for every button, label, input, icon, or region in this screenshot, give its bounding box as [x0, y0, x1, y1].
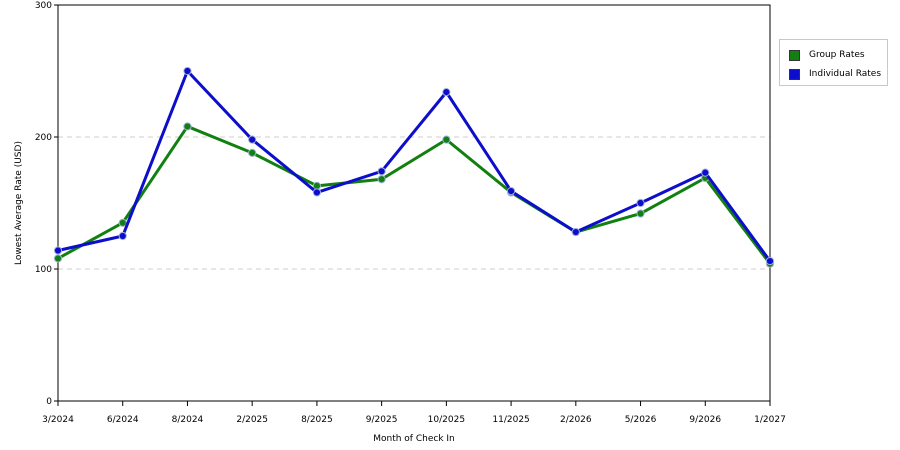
legend-swatch-individual-rates: [789, 68, 800, 80]
data-point-individual-rates-0[interactable]: [53, 246, 63, 255]
series-line-individual-rates: [57, 69, 772, 262]
data-point-group-rates-1[interactable]: [118, 218, 127, 227]
y-axis-title: Lowest Average Rate (USD): [14, 141, 24, 265]
plot-area-frame: [57, 4, 771, 402]
data-point-individual-rates-8[interactable]: [571, 227, 580, 237]
y-tick-label-100: 100: [35, 265, 52, 275]
data-point-group-rates-0[interactable]: [53, 254, 63, 263]
data-point-individual-rates-6[interactable]: [442, 88, 451, 97]
data-point-individual-rates-10[interactable]: [701, 168, 710, 177]
x-tick-label-8: 2/2026: [560, 415, 592, 425]
data-point-individual-rates-3[interactable]: [248, 135, 257, 144]
x-tick-label-3: 2/2025: [236, 415, 268, 425]
grid-lines: [58, 136, 770, 270]
data-point-individual-rates-7[interactable]: [506, 187, 516, 196]
x-tick-label-9: 5/2026: [625, 415, 657, 425]
x-tick-label-11: 1/2027: [754, 415, 786, 425]
series-line-group-rates: [57, 124, 772, 265]
series-group: [53, 66, 775, 268]
data-point-group-rates-2[interactable]: [183, 122, 192, 131]
data-point-group-rates-5[interactable]: [377, 175, 386, 184]
data-point-individual-rates-2[interactable]: [183, 66, 192, 76]
data-point-group-rates-6[interactable]: [442, 135, 451, 144]
x-axis-title: Month of Check In: [373, 434, 455, 444]
y-axis: 0 100 200 300: [35, 1, 58, 407]
x-tick-label-10: 9/2026: [689, 415, 721, 425]
x-axis: 3/2024 6/2024 8/2024 2/2025 8/2025 9/2025 10/2…: [42, 401, 786, 425]
x-tick-label-4: 8/2025: [301, 415, 333, 425]
legend-item-individual-rates: Individual Rates: [789, 67, 881, 81]
x-tick-label-7: 11/2025: [492, 415, 529, 425]
x-tick-label-2: 8/2024: [172, 415, 204, 425]
y-tick-label-200: 200: [35, 133, 52, 143]
data-point-individual-rates-4[interactable]: [312, 188, 322, 197]
legend: Group Rates Individual Rates: [779, 39, 888, 86]
x-tick-label-6: 10/2025: [428, 415, 465, 425]
y-tick-label-300: 300: [35, 1, 52, 11]
legend-swatch-group-rates: [789, 49, 800, 61]
data-point-group-rates-3[interactable]: [248, 148, 257, 157]
data-point-individual-rates-5[interactable]: [377, 167, 386, 176]
data-point-group-rates-9[interactable]: [636, 209, 645, 218]
x-tick-label-1: 6/2024: [107, 415, 139, 425]
data-point-individual-rates-9[interactable]: [636, 198, 645, 208]
legend-label-individual-rates: Individual Rates: [809, 69, 882, 79]
y-tick-label-0: 0: [46, 397, 52, 407]
legend-label-group-rates: Group Rates: [809, 50, 865, 60]
x-tick-label-0: 3/2024: [42, 415, 74, 425]
legend-item-group-rates: Group Rates: [789, 48, 865, 62]
data-point-individual-rates-1[interactable]: [118, 231, 127, 241]
series-group-rates: [53, 122, 775, 268]
data-point-individual-rates-11[interactable]: [765, 256, 775, 266]
series-individual-rates: [53, 66, 775, 266]
x-tick-label-5: 9/2025: [366, 415, 398, 425]
